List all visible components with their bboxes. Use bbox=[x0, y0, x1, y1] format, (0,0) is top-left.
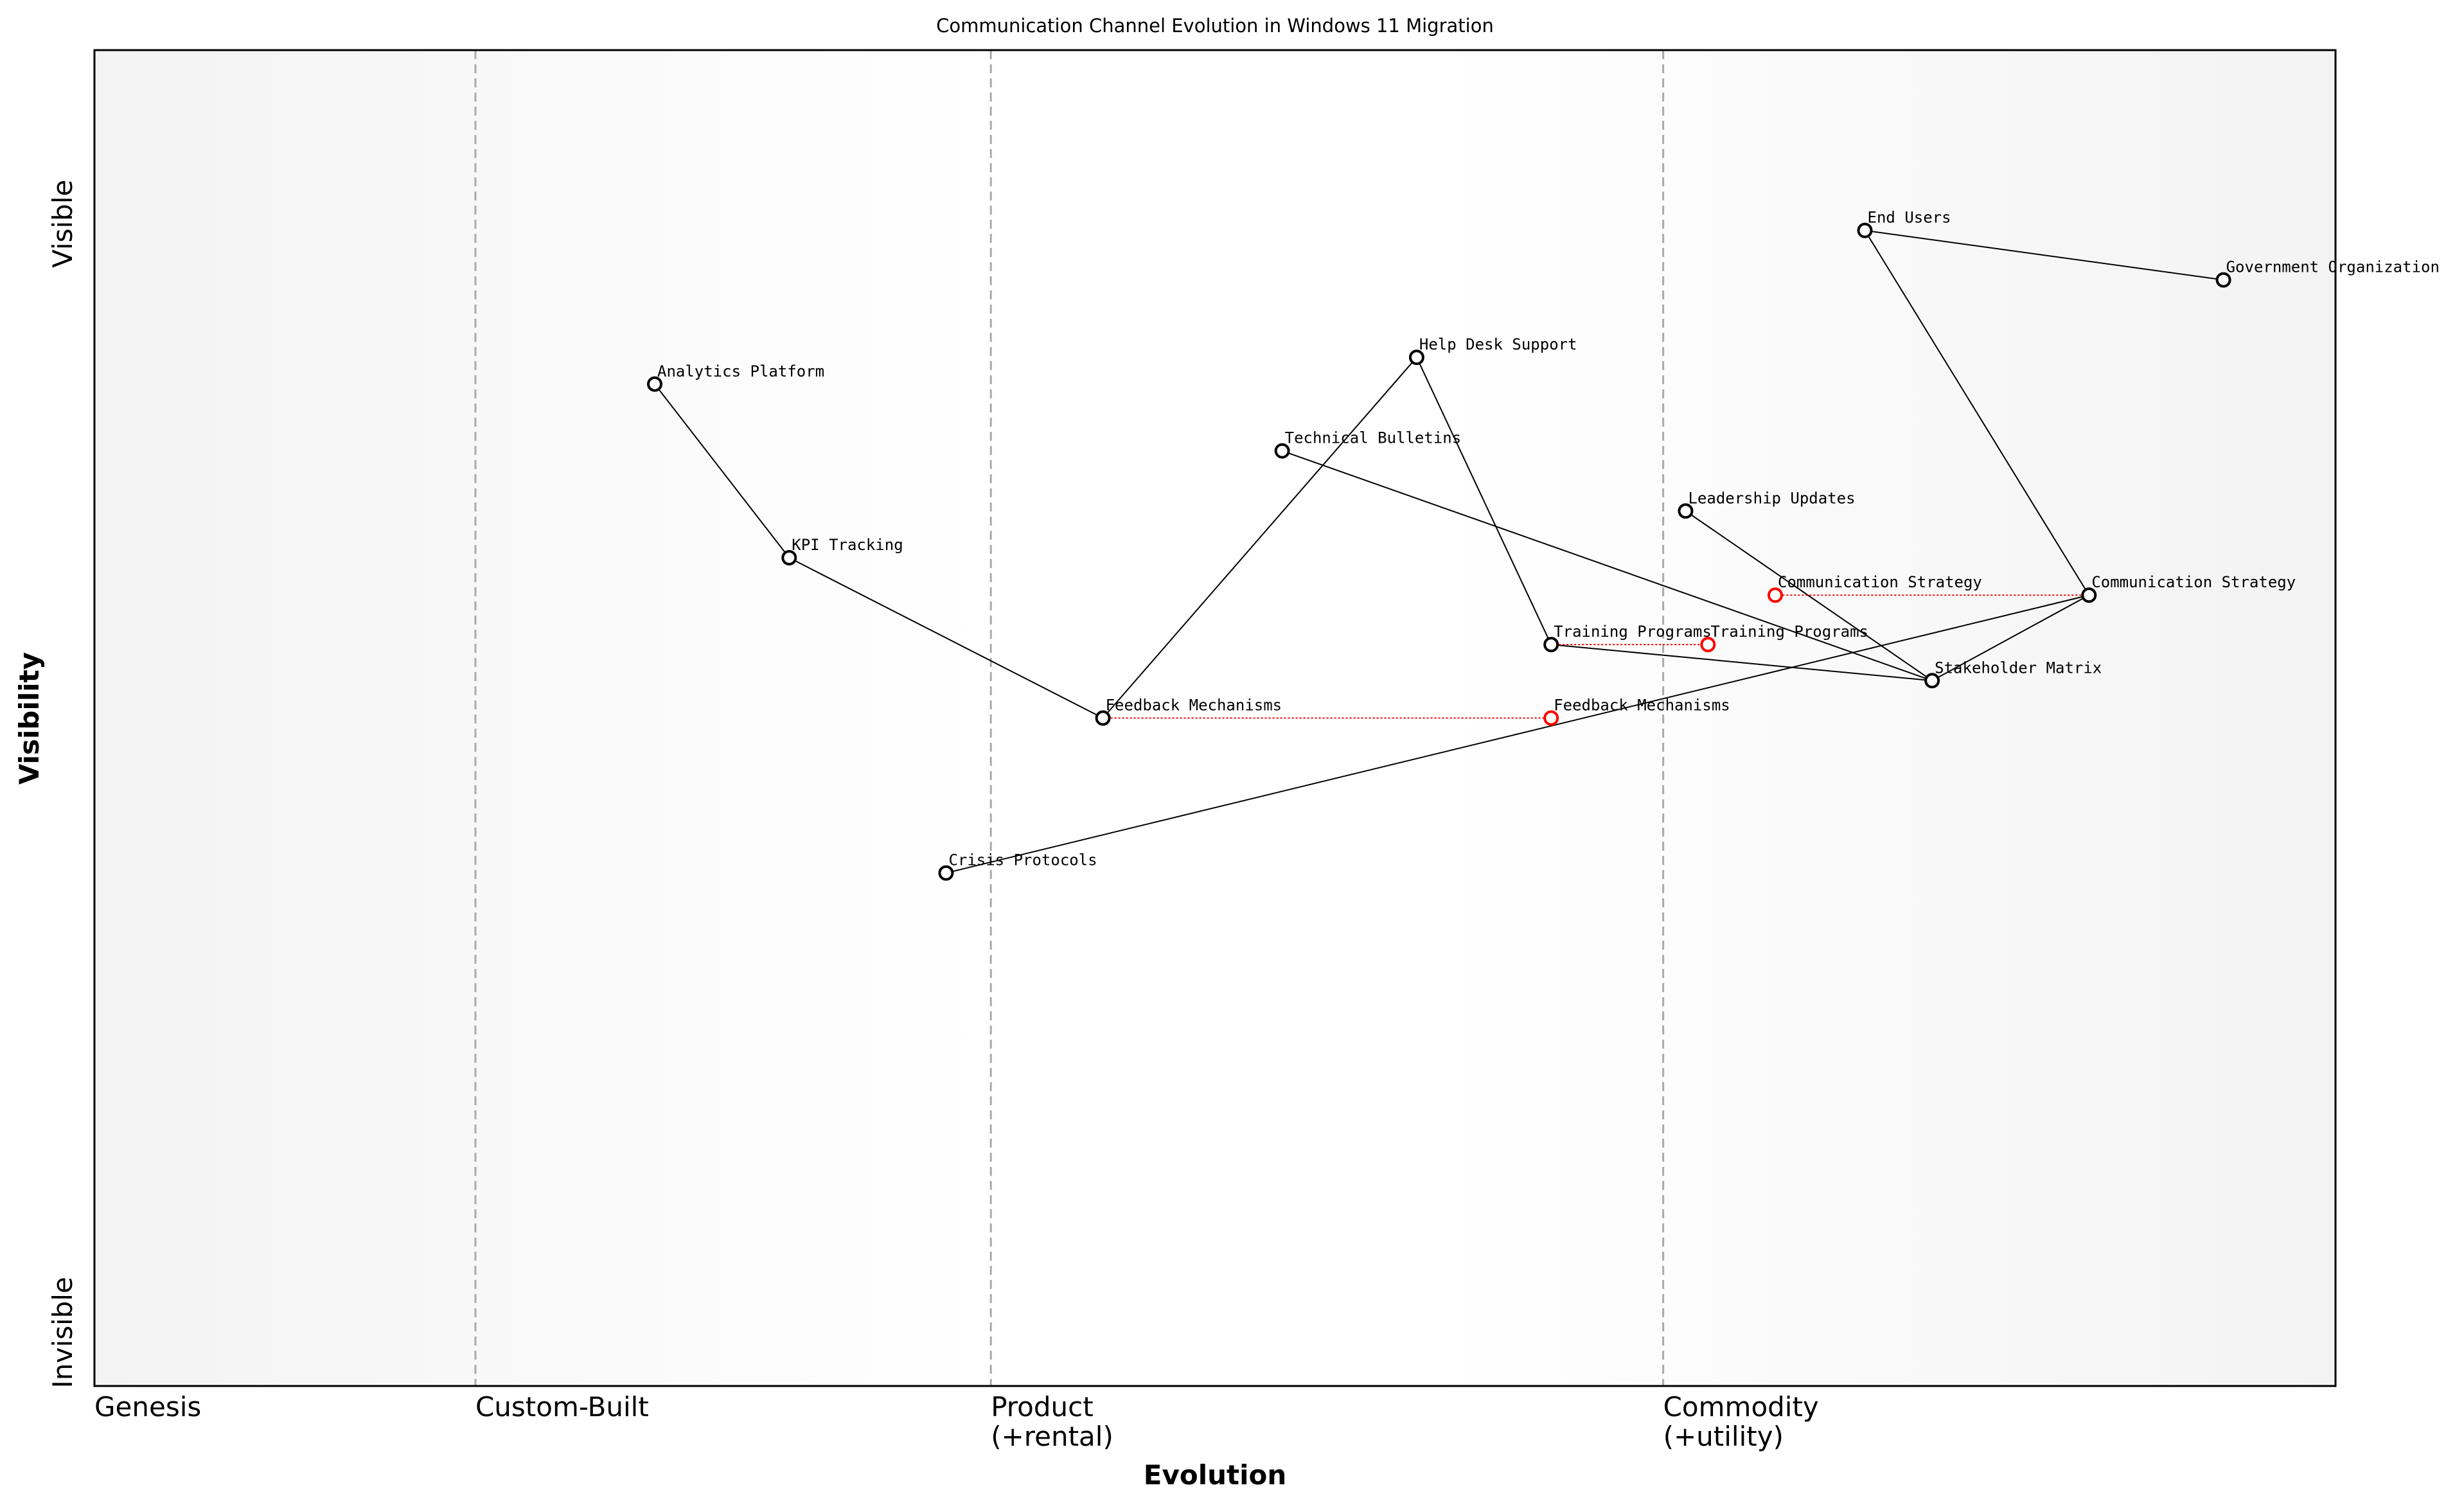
node bbox=[1857, 222, 1873, 238]
y-tick-label: Invisible bbox=[47, 1277, 78, 1388]
node-label: Government Organization bbox=[2226, 258, 2440, 276]
node bbox=[781, 550, 797, 566]
node-label: Stakeholder Matrix bbox=[1935, 659, 2102, 677]
node bbox=[1095, 710, 1111, 726]
x-tick-label: Genesis bbox=[94, 1391, 201, 1423]
link bbox=[1416, 357, 1552, 645]
x-tick-label-line: Commodity bbox=[1663, 1391, 1819, 1423]
link bbox=[946, 594, 2089, 874]
x-tick-label: Product (+rental) bbox=[991, 1391, 1113, 1452]
node-label: KPI Tracking bbox=[792, 536, 903, 554]
link bbox=[1102, 357, 1417, 719]
node-label: Technical Bulletins bbox=[1285, 429, 1462, 447]
evolve-node bbox=[1700, 637, 1716, 653]
link bbox=[1864, 230, 2090, 596]
evolve-label: Communication Strategy bbox=[1778, 573, 1982, 591]
node-label: End Users bbox=[1868, 209, 1951, 227]
node-label: Help Desk Support bbox=[1419, 335, 1577, 353]
node bbox=[1408, 350, 1424, 366]
evolve-node bbox=[1768, 587, 1783, 603]
x-axis-title: Evolution bbox=[1144, 1459, 1286, 1491]
link bbox=[1931, 594, 2089, 682]
x-tick-label-line: Genesis bbox=[94, 1391, 201, 1423]
x-tick-label: Commodity (+utility) bbox=[1663, 1391, 1819, 1452]
node-label: Leadership Updates bbox=[1688, 489, 1855, 507]
node bbox=[1924, 673, 1940, 689]
node bbox=[647, 376, 662, 392]
plot-frame bbox=[93, 49, 2337, 1387]
evolve-node bbox=[1543, 710, 1559, 726]
node bbox=[1678, 503, 1694, 519]
link bbox=[1282, 450, 1933, 682]
x-tick-label-line: Product bbox=[991, 1391, 1093, 1423]
link bbox=[788, 557, 1104, 719]
node-label: Analytics Platform bbox=[657, 362, 824, 380]
y-axis-title: Visibility bbox=[13, 652, 45, 785]
x-tick-label: Custom-Built bbox=[475, 1391, 649, 1423]
x-tick-label-line: Custom-Built bbox=[475, 1391, 649, 1423]
evolve-label: Training Programs bbox=[1710, 623, 1868, 641]
evolve-label: Feedback Mechanisms bbox=[1554, 697, 1730, 715]
link bbox=[1865, 229, 2224, 281]
node-label: Feedback Mechanisms bbox=[1106, 697, 1282, 715]
link bbox=[654, 384, 790, 558]
y-tick-label: Visible bbox=[47, 180, 78, 268]
node bbox=[1274, 443, 1290, 459]
node-label: Communication Strategy bbox=[2091, 573, 2296, 591]
node bbox=[2215, 272, 2231, 288]
node-label: Crisis Protocols bbox=[948, 851, 1097, 869]
link bbox=[1551, 644, 1933, 682]
node bbox=[2081, 587, 2097, 603]
link bbox=[1685, 510, 1933, 682]
node-label: Training Programs bbox=[1554, 623, 1712, 641]
x-tick-label-line: (+utility) bbox=[1663, 1421, 1784, 1452]
x-tick-label-line: (+rental) bbox=[991, 1421, 1113, 1452]
node bbox=[938, 865, 954, 881]
node bbox=[1543, 637, 1559, 653]
chart-title: Communication Channel Evolution in Windo… bbox=[936, 15, 1494, 37]
